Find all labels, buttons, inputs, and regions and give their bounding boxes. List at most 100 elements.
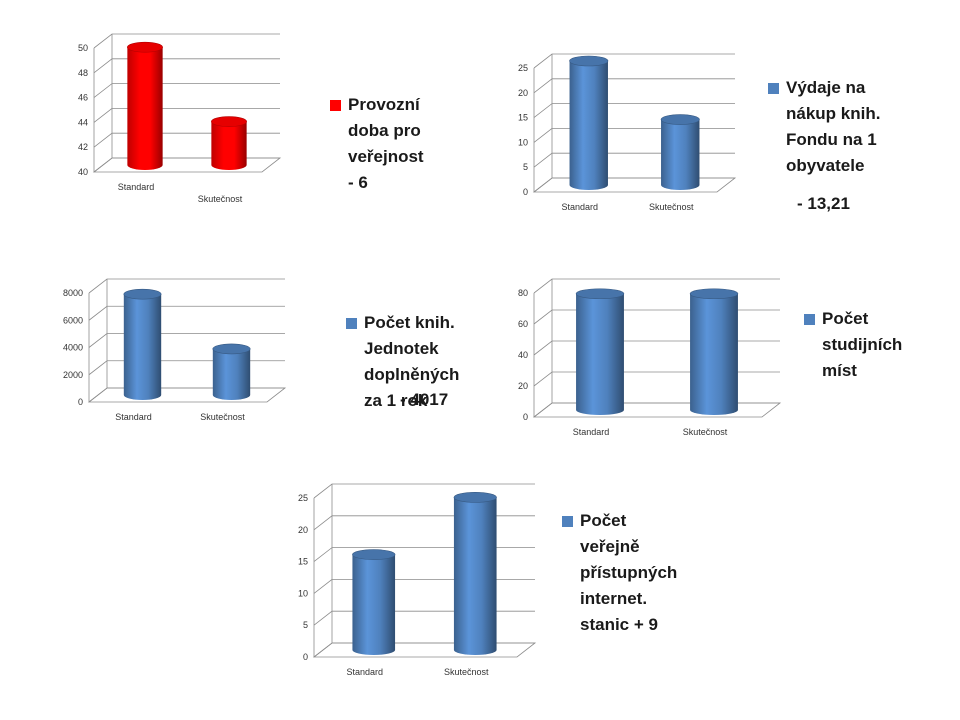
legend-line: - 6 bbox=[348, 173, 368, 192]
bar-top bbox=[352, 549, 396, 560]
gridline bbox=[313, 483, 535, 499]
gridline bbox=[93, 33, 280, 49]
legend-pocet-knih: Počet knih. Jednotek doplněných za 1 rok bbox=[346, 310, 486, 420]
y-tick-label: 60 bbox=[518, 319, 528, 329]
y-tick-label: 2000 bbox=[63, 370, 83, 380]
legend-line: za 1 rok bbox=[364, 391, 428, 410]
legend-swatch bbox=[804, 314, 815, 325]
legend-line: Počet bbox=[822, 309, 869, 328]
y-tick-label: 0 bbox=[523, 187, 528, 197]
chart-svg: 40 42 44 46 48 50 Standard Skutečnost bbox=[78, 33, 282, 204]
legend-line: doba pro bbox=[348, 121, 421, 140]
floor bbox=[92, 157, 282, 173]
bar-body bbox=[212, 348, 251, 400]
legend-line: míst bbox=[822, 361, 857, 380]
legend-line: Jednotek bbox=[364, 339, 439, 358]
legend-line: veřejně bbox=[580, 537, 640, 556]
bar-top bbox=[689, 288, 739, 300]
chart-svg: 0 20 40 60 80 Standard Skutečnost bbox=[518, 278, 782, 437]
chart-studijni-mista: 0 20 40 60 80 Standard Skutečnost bbox=[500, 265, 790, 455]
gridline bbox=[533, 402, 780, 418]
legend-text: Provozní doba pro veřejnost - 6 bbox=[348, 92, 424, 196]
gridline bbox=[88, 387, 285, 403]
x-tick-label: Skutečnost bbox=[198, 194, 243, 204]
gridline bbox=[533, 152, 735, 168]
x-tick-label: Standard bbox=[561, 202, 598, 212]
bar-top bbox=[212, 343, 251, 355]
y-tick-label: 25 bbox=[298, 493, 308, 503]
gridline bbox=[533, 309, 780, 325]
bar-body bbox=[211, 121, 247, 170]
y-tick-label: 0 bbox=[523, 412, 528, 422]
floor bbox=[532, 402, 782, 418]
bar-top bbox=[211, 116, 247, 127]
bar-body bbox=[661, 119, 700, 190]
y-tick-label: 0 bbox=[303, 652, 308, 662]
x-tick-label: Skutečnost bbox=[200, 412, 245, 422]
legend-line: stanic + 9 bbox=[580, 615, 658, 634]
y-tick-label: 50 bbox=[78, 43, 88, 53]
legend-line: Fondu na 1 bbox=[786, 130, 877, 149]
legend-text: Počet veřejně přístupných internet. stan… bbox=[580, 508, 677, 638]
chart-svg: 0 5 10 15 20 25 Standard Skutečnost bbox=[298, 483, 537, 677]
y-tick-label: 10 bbox=[518, 137, 528, 147]
bar-body bbox=[352, 554, 396, 655]
y-tick-label: 6000 bbox=[63, 315, 83, 325]
gridline bbox=[88, 333, 285, 348]
legend-line: Počet bbox=[580, 511, 627, 530]
extra-label-pocet-knih: - 4017 bbox=[400, 390, 449, 409]
gridline bbox=[88, 360, 285, 376]
chart-internet-stanice: 0 5 10 15 20 25 Standard Skutečnost bbox=[280, 470, 545, 695]
legend-line: Provozní bbox=[348, 95, 420, 114]
y-tick-label: 46 bbox=[78, 93, 88, 103]
y-tick-label: 5 bbox=[303, 620, 308, 630]
gridline bbox=[533, 53, 735, 69]
chart-provozni-doba: 40 42 44 46 48 50 Standard Skutečnost bbox=[60, 20, 290, 210]
gridline bbox=[88, 278, 285, 294]
y-tick-label: 15 bbox=[298, 557, 308, 567]
gridline bbox=[93, 157, 280, 173]
bar-top bbox=[453, 492, 497, 503]
legend-line: nákup knih. bbox=[786, 104, 881, 123]
chart-svg: 0 2000 4000 6000 8000 Standard Skutečnost bbox=[63, 278, 287, 422]
y-tick-label: 0 bbox=[78, 397, 83, 407]
bar-body bbox=[569, 61, 608, 190]
y-tick-label: 15 bbox=[518, 113, 528, 123]
floor bbox=[532, 177, 737, 193]
legend-line: doplněných bbox=[364, 365, 460, 384]
gridline bbox=[88, 305, 285, 321]
gridline bbox=[93, 58, 280, 74]
legend-swatch bbox=[330, 100, 341, 111]
y-tick-label: 20 bbox=[518, 381, 528, 391]
legend-line: studijních bbox=[822, 335, 903, 354]
legend-line: Počet knih. bbox=[364, 313, 455, 332]
gridline bbox=[533, 103, 735, 118]
gridline bbox=[313, 547, 535, 562]
chart-vydaje: 0 5 10 15 20 25 Standard Skutečnost bbox=[500, 40, 745, 230]
x-tick-label: Skutečnost bbox=[683, 427, 728, 437]
x-tick-label: Standard bbox=[118, 182, 155, 192]
x-tick-label: Standard bbox=[115, 412, 152, 422]
legend-swatch bbox=[562, 516, 573, 527]
gridline bbox=[313, 642, 535, 658]
y-tick-label: 5 bbox=[523, 162, 528, 172]
floor bbox=[87, 387, 287, 403]
bar-top bbox=[575, 288, 625, 300]
legend-studijni-mista: Počet studijních míst bbox=[804, 306, 934, 386]
extra-label-vydaje: - 13,21 bbox=[797, 194, 850, 213]
bar-body bbox=[453, 497, 497, 655]
y-tick-label: 80 bbox=[518, 288, 528, 298]
legend-provozni-doba: Provozní doba pro veřejnost - 6 bbox=[330, 92, 450, 202]
bar-body bbox=[127, 47, 163, 171]
gridline bbox=[533, 78, 735, 94]
y-tick-label: 8000 bbox=[63, 288, 83, 298]
gridline bbox=[93, 83, 280, 98]
legend-line: internet. bbox=[580, 589, 648, 608]
y-tick-label: 40 bbox=[518, 350, 528, 360]
bar-body bbox=[690, 293, 738, 415]
gridline bbox=[533, 340, 780, 356]
bar-top bbox=[569, 55, 609, 67]
legend-text: Výdaje na nákup knih. Fondu na 1 obyvate… bbox=[786, 75, 880, 179]
bar-body bbox=[123, 294, 162, 400]
bar-top bbox=[127, 41, 163, 53]
